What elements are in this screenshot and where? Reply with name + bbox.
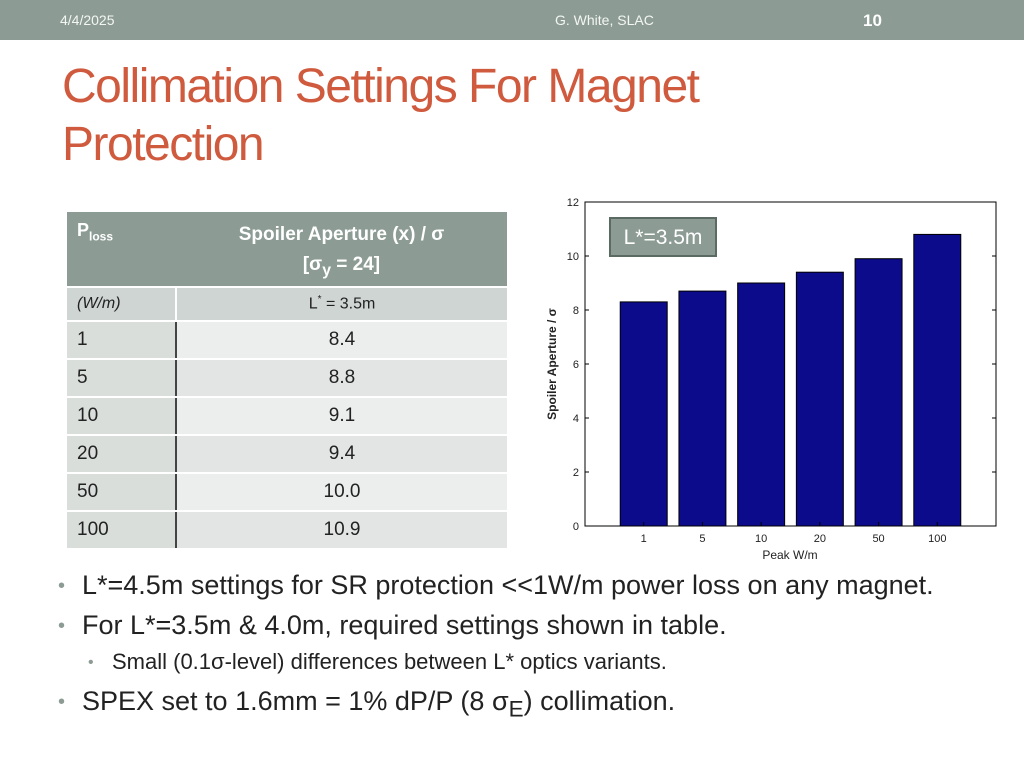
y-tick-label: 4 <box>573 413 579 425</box>
bullet-list: • L*=4.5m settings for SR protection <<1… <box>58 568 998 732</box>
bullet-icon: • <box>58 575 66 597</box>
chart-annotation-box <box>609 217 717 257</box>
chart-bar <box>737 282 786 527</box>
table-row: 5 8.8 <box>67 358 507 398</box>
x-tick-label: 5 <box>699 533 705 545</box>
y-tick-label: 10 <box>567 251 579 263</box>
table-row: 100 10.9 <box>67 510 507 550</box>
settings-table: Ploss Spoiler Aperture (x) / σ [σy = 24]… <box>67 212 507 550</box>
chart-bar <box>913 233 962 527</box>
aperture-bar-chart: 1 5 10 20 50 100 0 2 4 6 8 10 12 L*=3.5m Peak W/m Sp… <box>545 197 997 562</box>
table-row: 50 10.0 <box>67 472 507 512</box>
x-tick-label: 50 <box>872 533 884 545</box>
slide-title: Collimation Settings For Magnet Protecti… <box>62 60 700 171</box>
bullet-item: • SPEX set to 1.6mm = 1% dP/P (8 σE) col… <box>58 686 676 722</box>
table-units-row: (W/m) L* = 3.5m <box>67 286 507 322</box>
x-axis-label: Peak W/m <box>762 548 817 562</box>
bullet-icon: • <box>88 654 94 671</box>
x-tick-label: 1 <box>641 533 647 545</box>
table-row: 20 9.4 <box>67 434 507 474</box>
slide-page-number: 10 <box>863 11 882 30</box>
chart-bar <box>619 301 668 527</box>
y-tick-label: 0 <box>573 521 579 533</box>
y-tick-label: 12 <box>567 197 579 209</box>
chart-bar <box>795 271 844 527</box>
chart-annotation: L*=3.5m <box>624 226 703 249</box>
slide-author: G. White, SLAC <box>555 12 654 28</box>
sub-bullet-item: • Small (0.1σ-level) differences between… <box>88 648 998 676</box>
chart-bar <box>854 258 903 527</box>
lstar-label: L* = 3.5m <box>176 286 507 322</box>
x-tick-label: 20 <box>814 533 826 545</box>
y-axis-label: Spoiler Aperture / σ <box>545 308 559 420</box>
y-tick-label: 8 <box>573 305 579 317</box>
units-label: (W/m) <box>67 286 177 322</box>
x-tick-label: 100 <box>928 533 946 545</box>
bullet-item: • For L*=3.5m & 4.0m, required settings … <box>58 608 998 642</box>
bullet-icon: • <box>58 615 66 637</box>
chart-bar <box>678 290 727 527</box>
table-header-ploss: Ploss <box>67 212 176 288</box>
table-header-aperture: Spoiler Aperture (x) / σ [σy = 24] <box>176 212 507 288</box>
y-tick-label: 6 <box>573 359 579 371</box>
bullet-item: • L*=4.5m settings for SR protection <<1… <box>58 568 998 602</box>
y-tick-label: 2 <box>573 467 579 479</box>
slide-header-bar: 4/4/2025 G. White, SLAC 10 <box>0 0 1024 40</box>
table-row: 1 8.4 <box>67 320 507 360</box>
bullet-icon: • <box>58 691 66 713</box>
table-row: 10 9.1 <box>67 396 507 436</box>
slide-date: 4/4/2025 <box>60 12 115 28</box>
x-tick-label: 10 <box>755 533 767 545</box>
